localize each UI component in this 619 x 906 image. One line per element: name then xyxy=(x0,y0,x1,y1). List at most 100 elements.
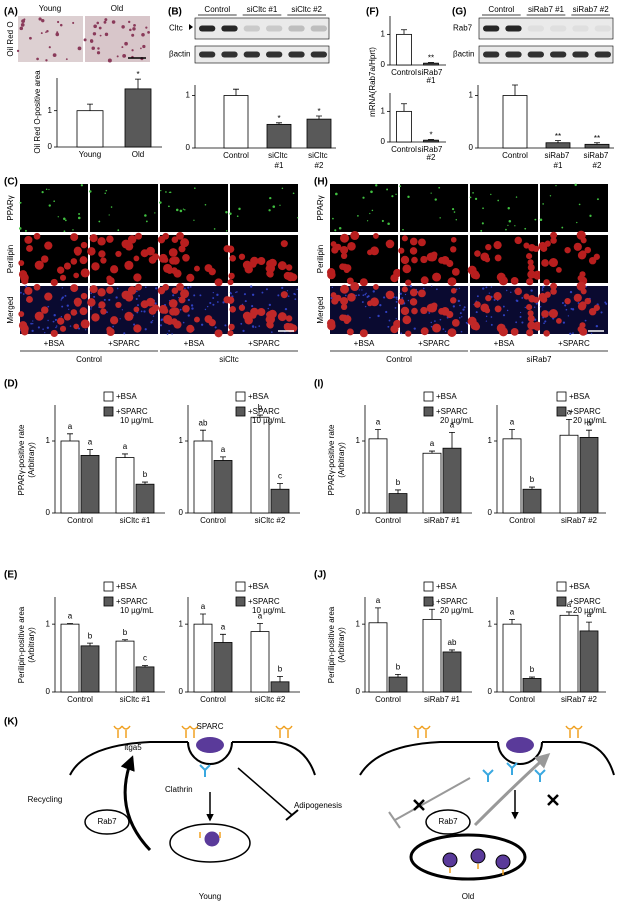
decoration xyxy=(387,325,390,328)
decoration xyxy=(99,34,102,37)
decoration xyxy=(281,286,284,289)
legend-label: +BSA xyxy=(116,582,137,591)
decoration xyxy=(527,263,535,271)
protein-label: βactin xyxy=(453,50,475,59)
lane-label: siRab7 #1 xyxy=(528,5,565,14)
legend-label: +BSA xyxy=(436,392,457,401)
decoration xyxy=(280,240,288,248)
decoration xyxy=(395,296,398,299)
decoration xyxy=(556,406,567,417)
decoration xyxy=(176,232,184,240)
decoration xyxy=(166,267,173,274)
decoration xyxy=(584,297,592,305)
decoration xyxy=(484,307,491,314)
y-tick-label: 1 xyxy=(186,91,191,100)
decoration xyxy=(204,264,213,272)
decoration xyxy=(484,256,491,263)
decoration xyxy=(180,238,190,248)
decoration xyxy=(543,279,550,286)
decoration xyxy=(533,306,536,308)
decoration xyxy=(168,205,170,208)
decoration xyxy=(409,237,418,246)
bar xyxy=(545,142,571,149)
decoration xyxy=(345,294,347,297)
decoration xyxy=(361,301,364,303)
decoration xyxy=(226,245,235,253)
significance-label: a xyxy=(450,420,455,429)
decoration xyxy=(135,232,143,240)
decoration xyxy=(423,581,434,592)
row-label: Merged xyxy=(6,296,15,323)
decoration xyxy=(334,294,342,302)
decoration xyxy=(159,201,162,204)
decoration xyxy=(154,302,157,305)
diagram-label: Clathrin xyxy=(165,785,193,794)
bar xyxy=(80,645,100,693)
decoration xyxy=(485,294,492,302)
image-label: Young xyxy=(39,4,61,13)
error-bar xyxy=(233,88,239,96)
decoration xyxy=(121,25,125,29)
decoration xyxy=(124,260,134,270)
legend-note: 20 µg/mL xyxy=(440,606,474,615)
decoration xyxy=(135,297,138,300)
bar xyxy=(60,623,80,693)
decoration xyxy=(310,25,327,32)
decoration xyxy=(483,51,500,58)
column-label: +BSA xyxy=(184,339,205,348)
x-tick-label: Control xyxy=(67,695,93,704)
decoration xyxy=(148,307,157,315)
decoration xyxy=(121,309,123,311)
decoration xyxy=(388,319,391,322)
decoration xyxy=(514,225,516,227)
legend-label: +SPARC xyxy=(436,407,468,416)
decoration xyxy=(36,57,39,61)
decoration xyxy=(119,318,121,320)
bar xyxy=(368,438,388,514)
error-bar xyxy=(428,62,434,64)
error-bar xyxy=(566,419,572,436)
x-tick-label: Old xyxy=(132,150,144,159)
diagram-label: SPARC xyxy=(197,722,224,731)
decoration xyxy=(45,59,48,62)
significance-label: ** xyxy=(594,134,600,143)
lane-label: Control xyxy=(488,5,514,14)
decoration xyxy=(521,321,524,324)
decoration xyxy=(572,51,589,58)
decoration xyxy=(254,326,257,328)
decoration xyxy=(405,330,412,337)
decoration xyxy=(450,287,457,294)
decoration xyxy=(556,391,567,402)
decoration xyxy=(116,55,119,58)
decoration xyxy=(214,278,223,287)
legend-label: +SPARC xyxy=(569,407,601,416)
significance-label: b xyxy=(530,665,535,674)
decoration xyxy=(556,318,562,324)
decoration xyxy=(340,245,349,255)
decoration xyxy=(577,302,587,311)
decoration xyxy=(526,278,534,286)
decoration xyxy=(286,290,289,292)
decoration xyxy=(470,184,538,232)
decoration xyxy=(127,235,137,244)
decoration xyxy=(588,307,597,316)
decoration xyxy=(104,192,106,195)
decoration xyxy=(21,277,29,285)
decoration xyxy=(401,297,404,299)
decoration xyxy=(213,228,216,230)
decoration xyxy=(68,308,70,311)
decoration xyxy=(187,314,190,317)
legend-label: +BSA xyxy=(116,392,137,401)
decoration xyxy=(26,296,33,303)
significance-label: a xyxy=(510,608,515,617)
decoration xyxy=(277,261,287,271)
panel-label: (J) xyxy=(314,570,326,581)
decoration xyxy=(439,217,441,219)
legend-note: 20 µg/mL xyxy=(573,416,607,425)
decoration xyxy=(229,291,232,294)
legend-note: 10 µg/mL xyxy=(120,416,154,425)
error-bar xyxy=(67,433,73,441)
legend-label: +SPARC xyxy=(248,407,280,416)
decoration xyxy=(251,305,254,308)
